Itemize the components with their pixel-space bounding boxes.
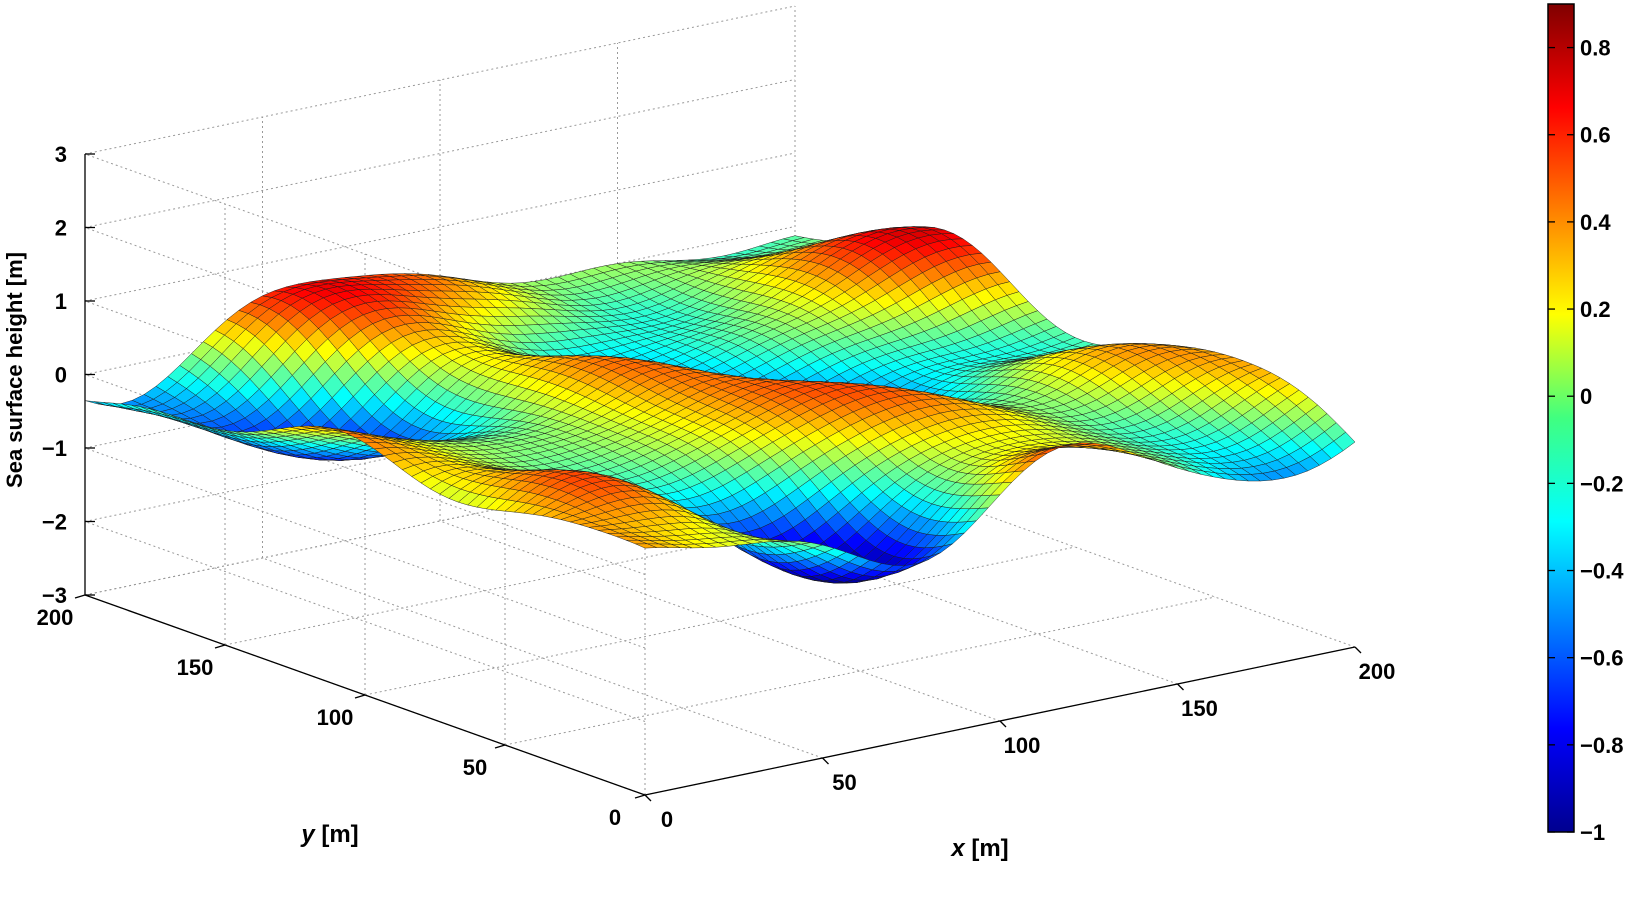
colorbar-tick-label: 0.2 — [1580, 297, 1611, 322]
z-tick-label: −3 — [42, 583, 67, 608]
x-axis-label: x [m] — [949, 835, 1008, 862]
colorbar-ticks: −1 −0.8 −0.6 −0.4 −0.2 0 0.2 0.4 0.6 0.8 — [1548, 36, 1624, 845]
colorbar-tick-label: −0.6 — [1580, 646, 1623, 671]
y-tick-label: 200 — [37, 605, 74, 630]
y-tick-label: 0 — [609, 805, 621, 830]
z-tick-label: 2 — [55, 216, 67, 241]
z-axis-label: Sea surface height [m] — [2, 252, 27, 488]
x-tick-label: 200 — [1359, 659, 1396, 684]
x-tick-label: 150 — [1181, 696, 1218, 721]
colorbar-tick-label: −1 — [1580, 820, 1605, 845]
y-axis-ticks: 0 50 100 150 200 — [37, 594, 646, 830]
colorbar-tick-label: 0.6 — [1580, 123, 1611, 148]
z-tick-label: −1 — [42, 436, 67, 461]
colorbar-gradient — [1547, 3, 1575, 833]
z-tick-label: 3 — [55, 142, 67, 167]
colorbar-tick-label: 0 — [1580, 384, 1592, 409]
y-tick-label: 50 — [463, 755, 487, 780]
x-tick-label: 100 — [1004, 733, 1041, 758]
z-axis-ticks: −3 −2 −1 0 1 2 3 — [42, 142, 95, 608]
surface-mesh — [84, 226, 1356, 584]
colorbar-tick-label: −0.2 — [1580, 471, 1623, 496]
x-tick-label: 50 — [832, 770, 856, 795]
colorbar-tick-label: −0.8 — [1580, 733, 1623, 758]
z-tick-label: −2 — [42, 510, 67, 535]
z-tick-label: 1 — [55, 289, 67, 314]
colorbar-tick-label: 0.8 — [1580, 36, 1611, 61]
y-tick-label: 150 — [177, 655, 214, 680]
z-tick-label: 0 — [55, 363, 67, 388]
y-tick-label: 100 — [317, 705, 354, 730]
colorbar-tick-label: 0.4 — [1580, 210, 1611, 235]
x-axis-ticks: 0 50 100 150 200 — [644, 646, 1396, 832]
y-axis-label: y [m] — [300, 821, 358, 848]
surface-patch — [1333, 431, 1356, 451]
x-tick-label: 0 — [661, 807, 673, 832]
colorbar-tick-label: −0.4 — [1580, 559, 1624, 584]
colorbar: −1 −0.8 −0.6 −0.4 −0.2 0 0.2 0.4 0.6 0.8 — [1547, 3, 1624, 845]
